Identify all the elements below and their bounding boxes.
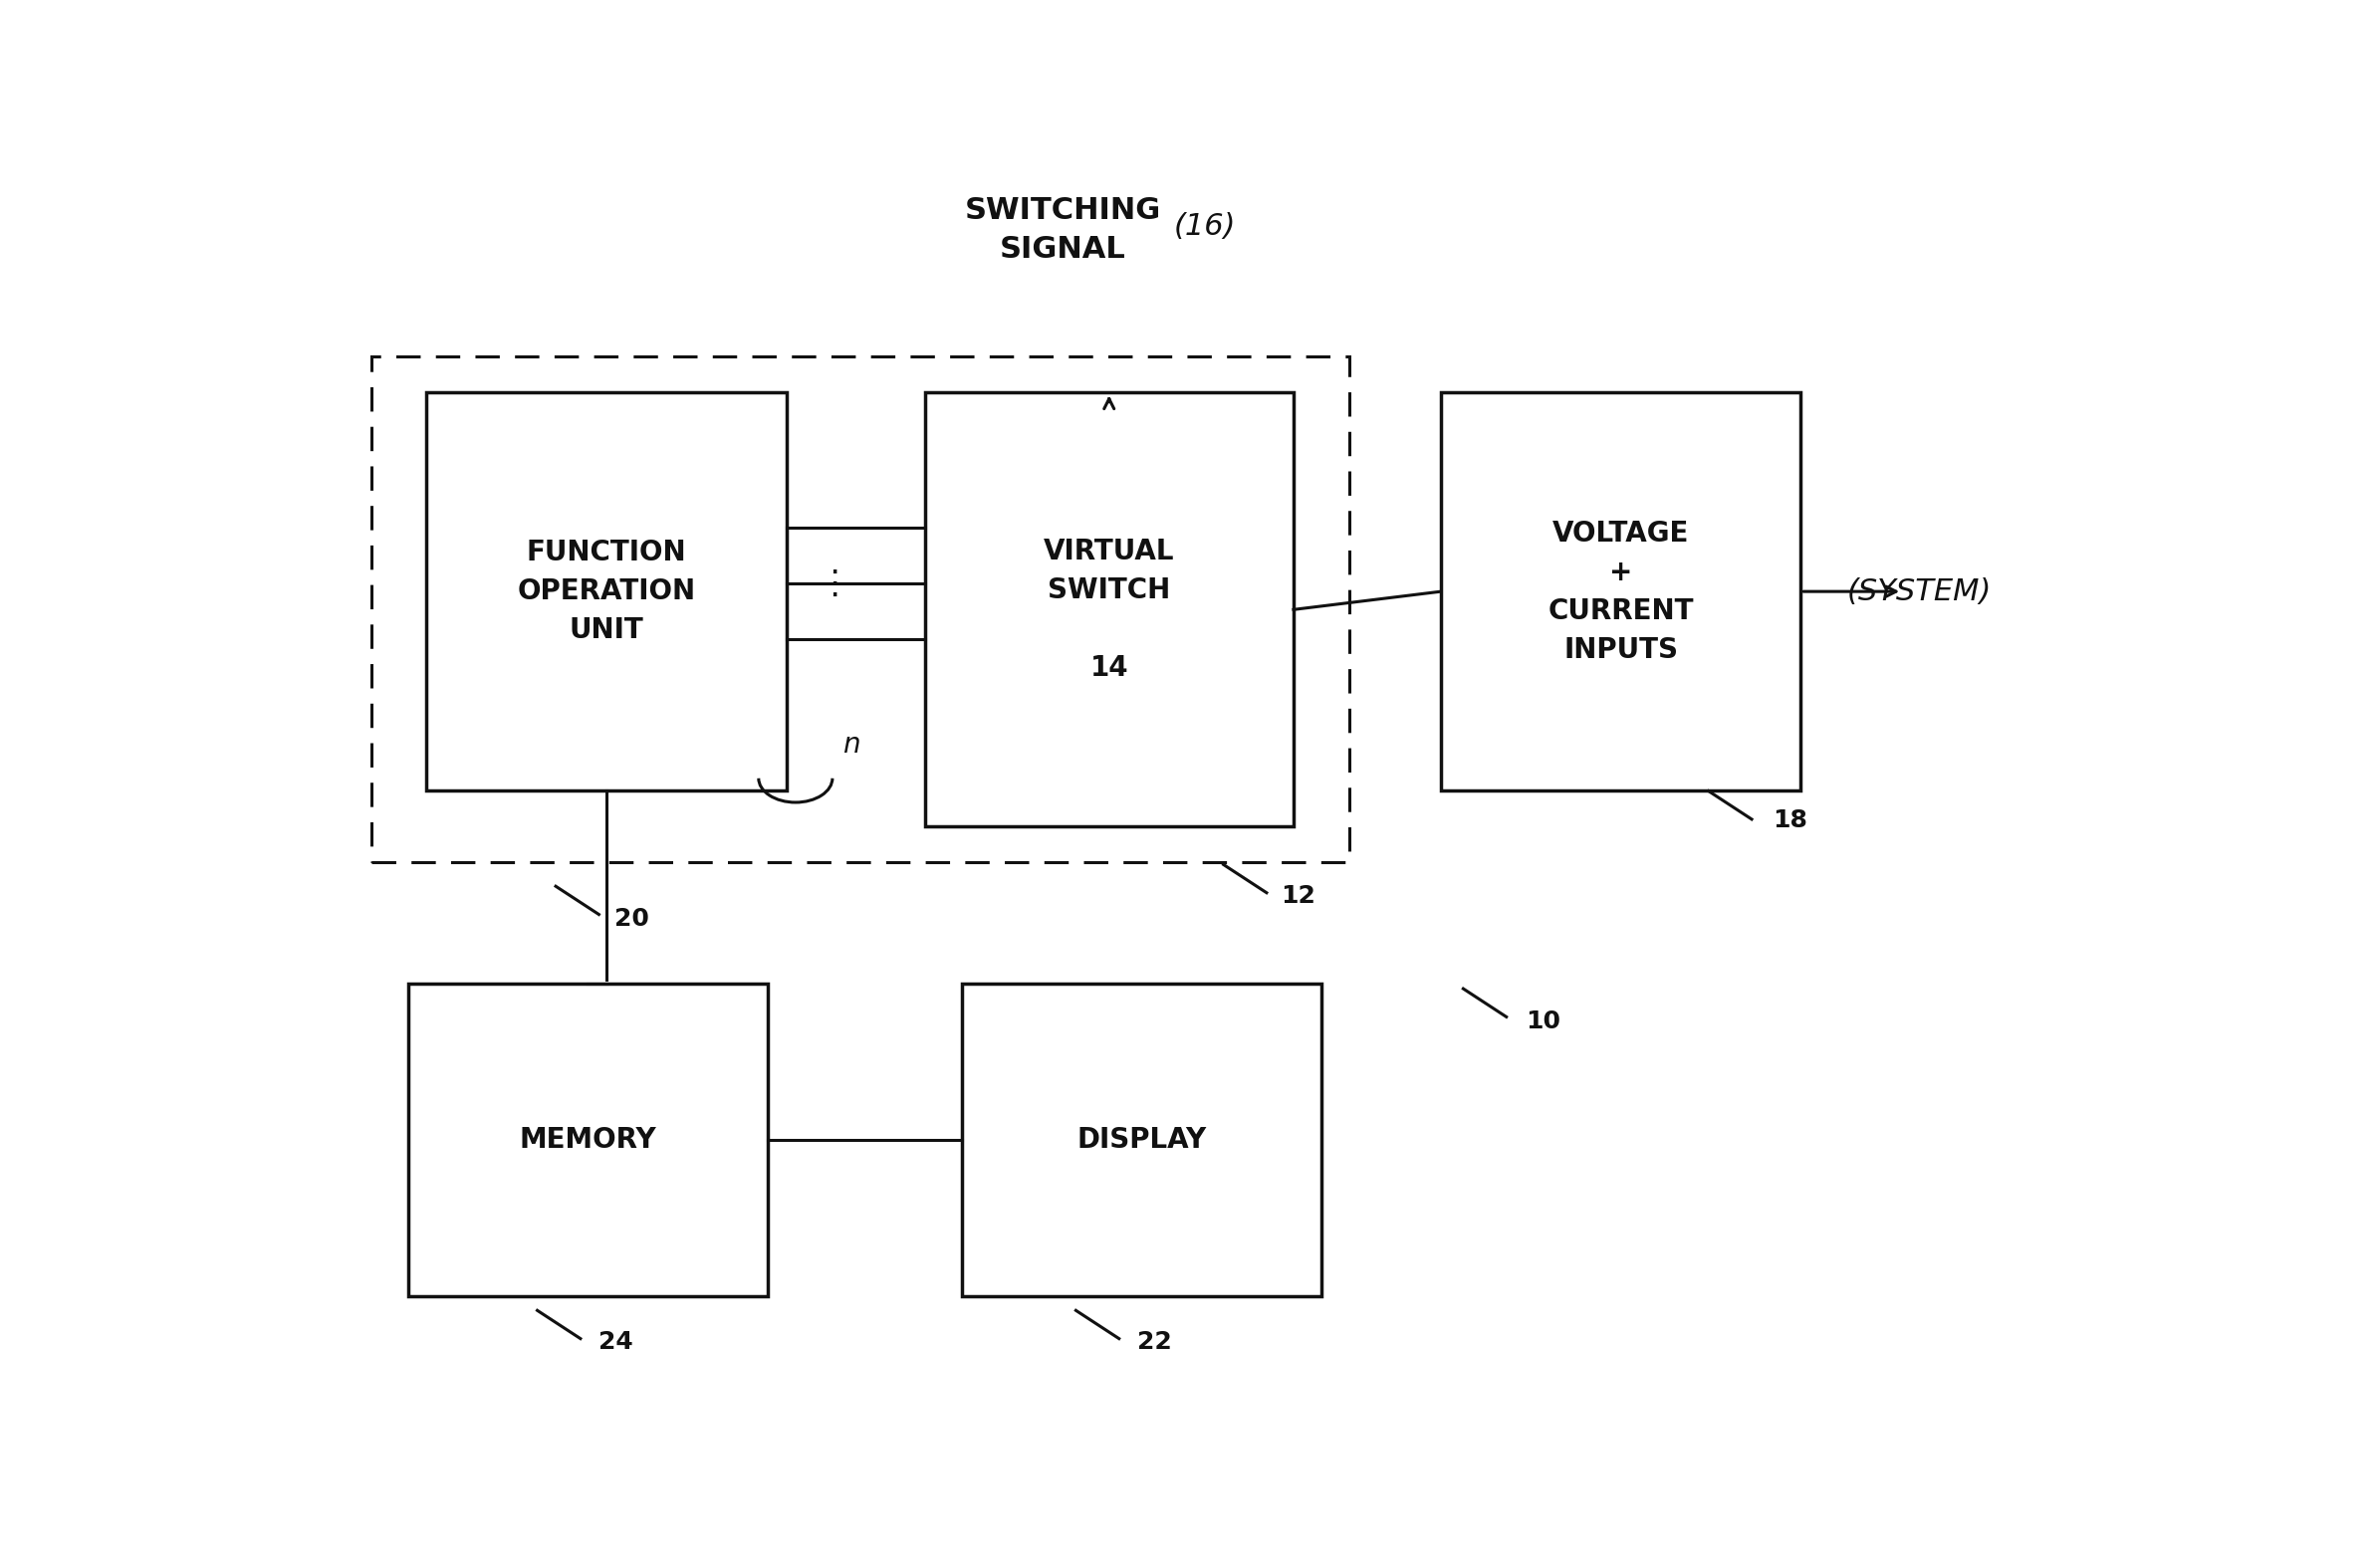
Text: (16): (16) <box>1173 211 1235 241</box>
Text: VOLTAGE
+
CURRENT
INPUTS: VOLTAGE + CURRENT INPUTS <box>1547 520 1695 664</box>
Text: n: n <box>843 731 859 759</box>
Bar <box>426 393 785 790</box>
Text: 20: 20 <box>614 908 650 931</box>
Bar <box>962 983 1321 1296</box>
Text: 12: 12 <box>1280 884 1316 908</box>
Text: 18: 18 <box>1773 809 1809 833</box>
Text: SWITCHING
SIGNAL: SWITCHING SIGNAL <box>964 197 1161 263</box>
Bar <box>371 357 1349 862</box>
Text: DISPLAY: DISPLAY <box>1076 1125 1207 1153</box>
Text: 24: 24 <box>597 1330 633 1354</box>
Bar <box>409 983 769 1296</box>
Text: (SYSTEM): (SYSTEM) <box>1847 577 1992 606</box>
Bar <box>1440 393 1802 790</box>
Bar <box>923 393 1295 826</box>
Text: VIRTUAL
SWITCH

14: VIRTUAL SWITCH 14 <box>1042 537 1176 682</box>
Text: 22: 22 <box>1138 1330 1171 1354</box>
Text: MEMORY: MEMORY <box>519 1125 657 1153</box>
Text: FUNCTION
OPERATION
UNIT: FUNCTION OPERATION UNIT <box>516 538 695 645</box>
Text: 10: 10 <box>1526 1009 1561 1033</box>
Text: ⋮: ⋮ <box>819 567 852 599</box>
